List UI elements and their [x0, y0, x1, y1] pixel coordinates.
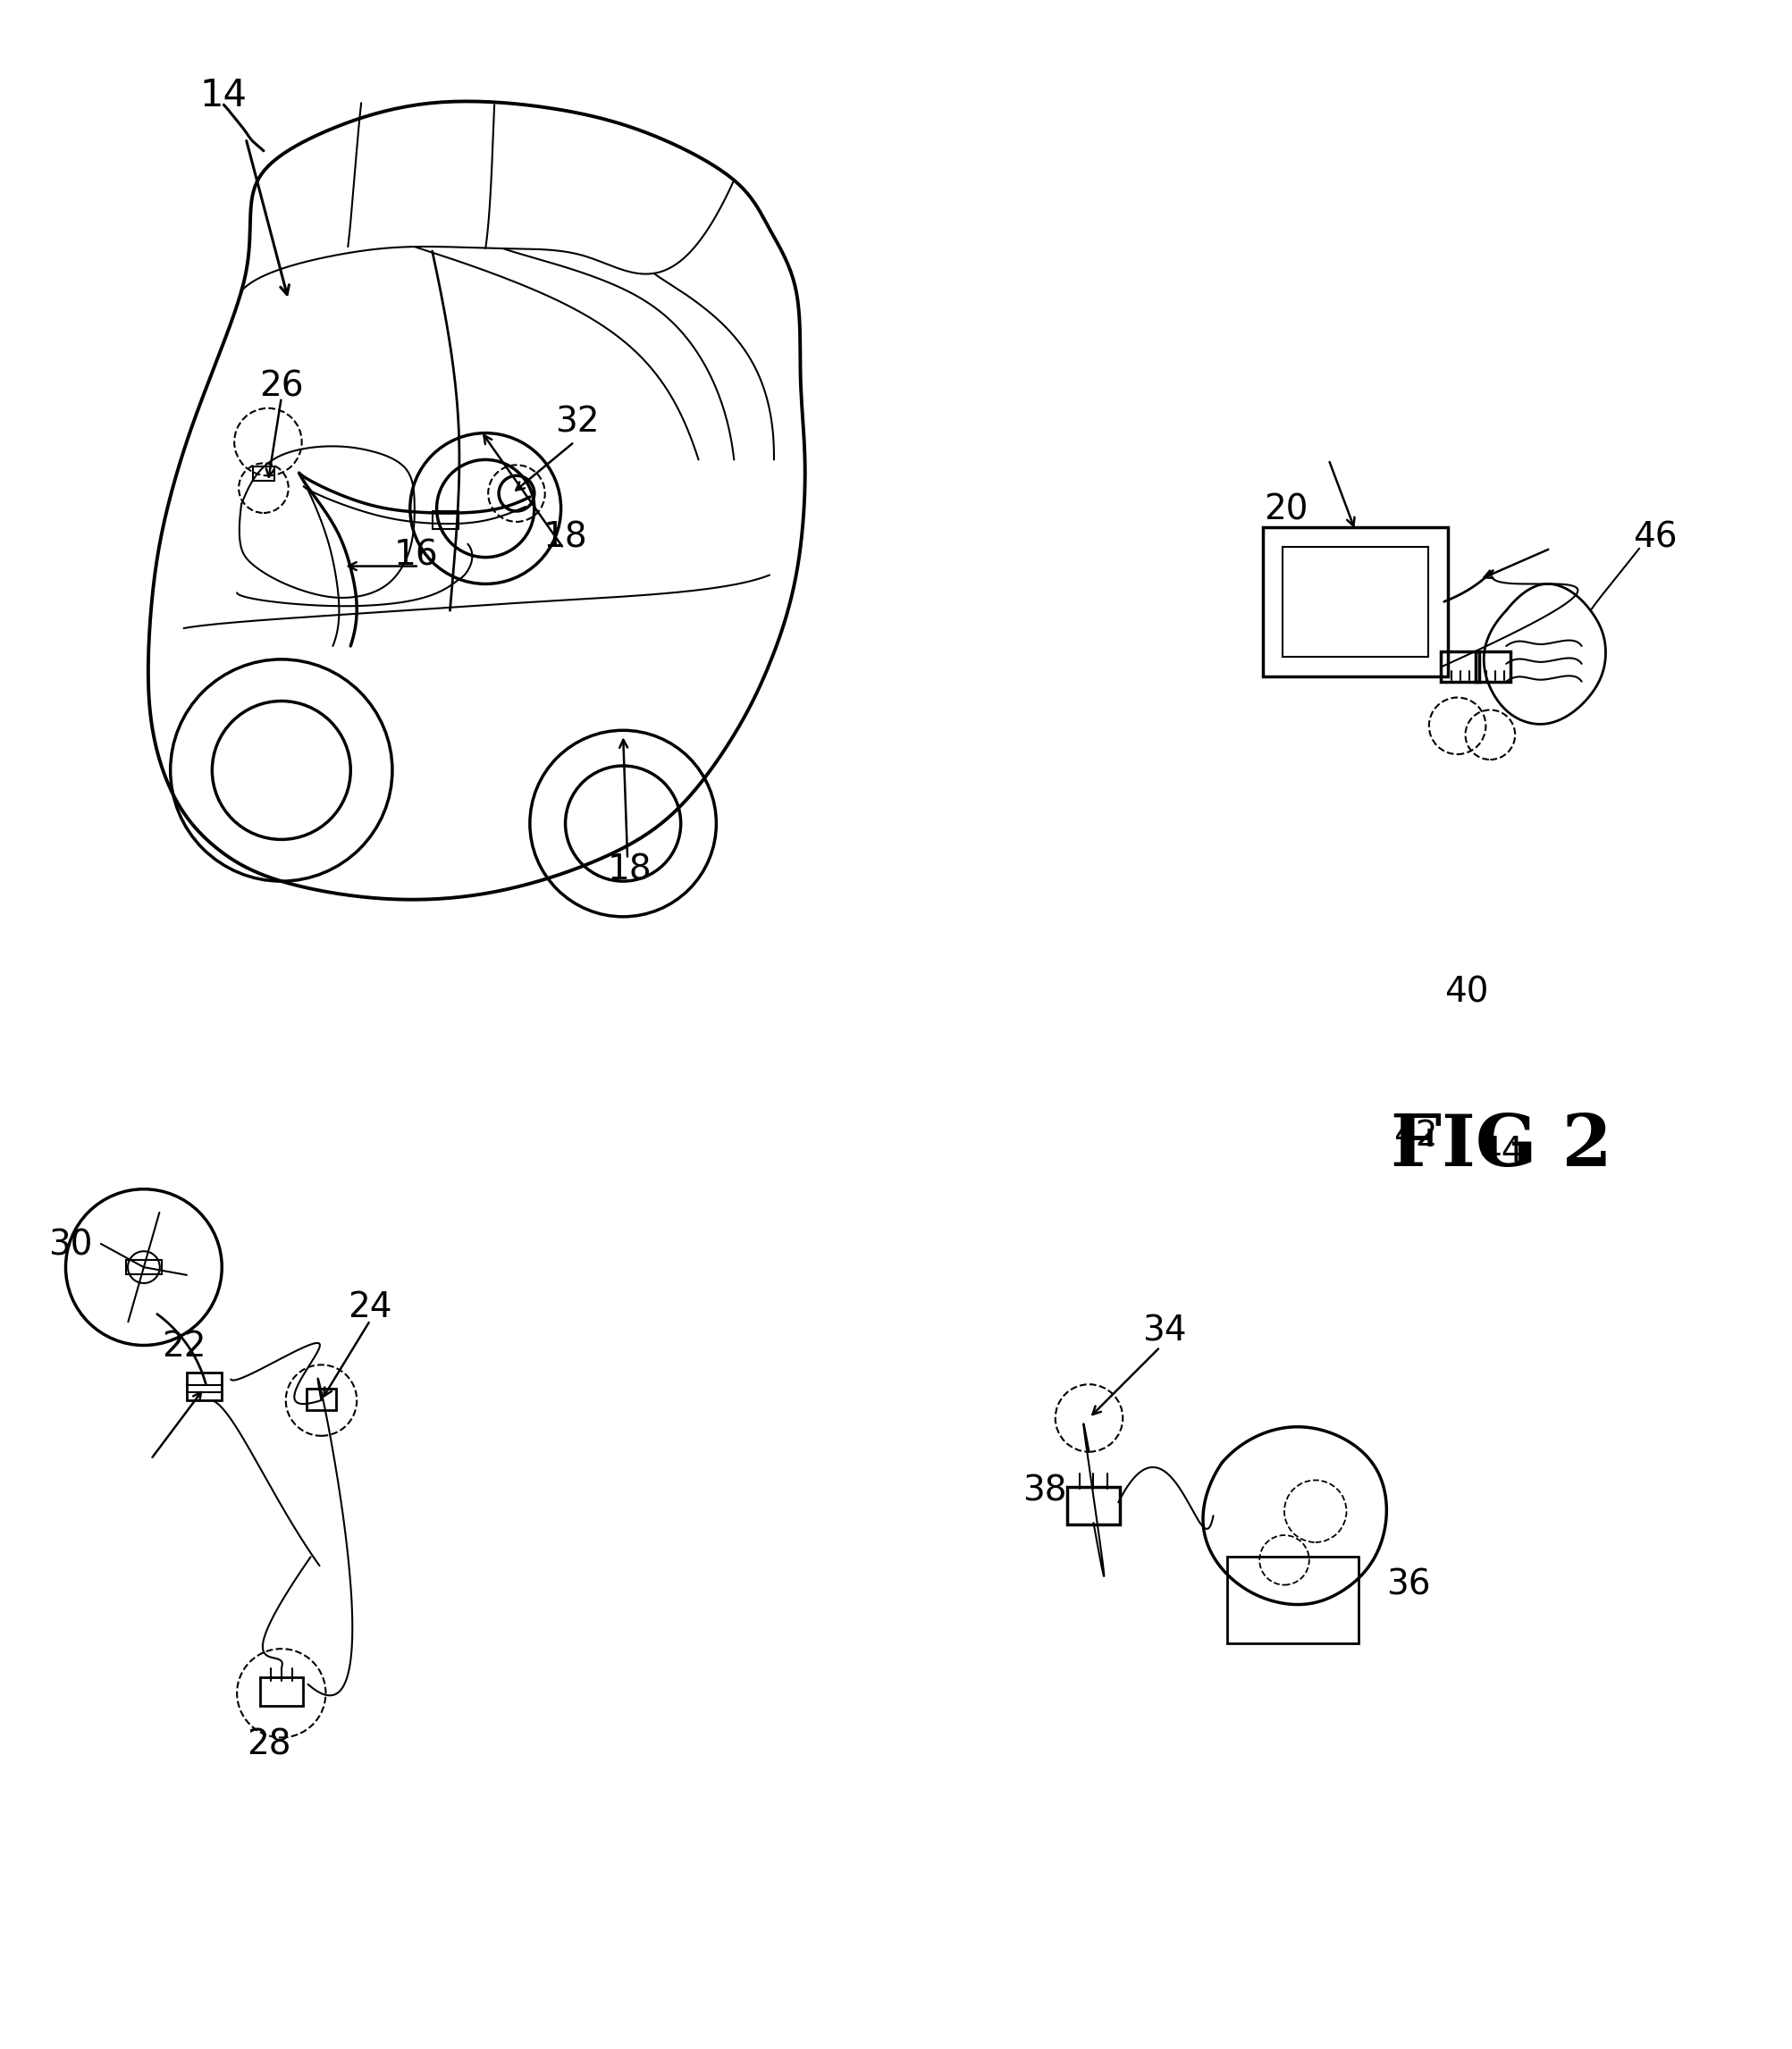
- Text: 32: 32: [554, 406, 599, 438]
- Text: 18: 18: [543, 520, 588, 555]
- Text: 36: 36: [1385, 1567, 1430, 1602]
- Text: 22: 22: [161, 1330, 206, 1365]
- Text: 34: 34: [1142, 1313, 1186, 1348]
- Bar: [253, 467, 274, 482]
- Bar: [1281, 547, 1428, 656]
- Text: 20: 20: [1263, 492, 1308, 527]
- Text: 38: 38: [1021, 1473, 1066, 1508]
- Text: 18: 18: [607, 852, 650, 887]
- Text: 40: 40: [1443, 975, 1487, 1008]
- Text: 46: 46: [1633, 520, 1677, 555]
- Text: 30: 30: [48, 1227, 91, 1262]
- Text: 16: 16: [394, 539, 439, 572]
- Bar: [125, 1260, 161, 1274]
- Text: 44: 44: [1478, 1135, 1523, 1168]
- Text: FIG 2: FIG 2: [1391, 1113, 1611, 1182]
- Text: 26: 26: [260, 371, 303, 404]
- Text: 24: 24: [348, 1291, 392, 1324]
- Text: 42: 42: [1392, 1119, 1437, 1154]
- Text: 14: 14: [201, 78, 247, 115]
- Text: 28: 28: [247, 1727, 290, 1762]
- Bar: [432, 510, 459, 529]
